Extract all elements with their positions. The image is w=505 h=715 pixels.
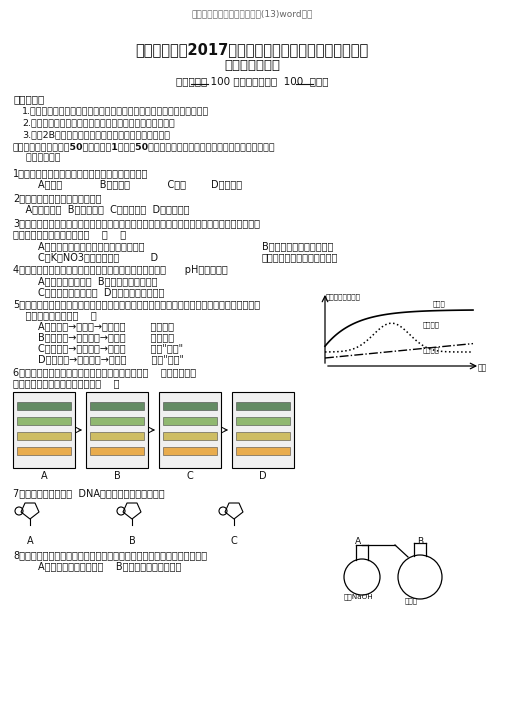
Text: C．细胞膜→高尔基体→内质网        产生"小泡": C．细胞膜→高尔基体→内质网 产生"小泡" <box>13 343 183 353</box>
Bar <box>163 432 217 440</box>
Bar <box>90 417 144 425</box>
Bar <box>163 402 217 410</box>
Text: C．自变量和没关变量  D．自变量和比较变量: C．自变量和没关变量 D．自变量和比较变量 <box>13 287 164 297</box>
Text: ．水分和溶质自由地进入细胞: ．水分和溶质自由地进入细胞 <box>262 252 338 262</box>
Text: C: C <box>187 471 193 481</box>
Bar <box>13 392 75 468</box>
Bar <box>86 392 148 468</box>
Text: A．第一阶段和第二阶段    B．第二阶段和第三阶段: A．第一阶段和第二阶段 B．第二阶段和第三阶段 <box>13 561 181 571</box>
Text: 3．将洋葱表皮放入必定浓度的硝酸钾溶液中，其细胞便发生质壁分别，不久这些细胞又逐渐发: 3．将洋葱表皮放入必定浓度的硝酸钾溶液中，其细胞便发生质壁分别，不久这些细胞又逐… <box>13 218 260 228</box>
Text: B: B <box>129 536 135 546</box>
Text: 生质壁分别复原，其原由是：    （    ）: 生质壁分别复原，其原由是： （ ） <box>13 229 126 239</box>
Text: 高尔基体: 高尔基体 <box>423 346 440 352</box>
Text: 题理科（生物）: 题理科（生物） <box>224 59 280 72</box>
Text: 1．、以下生物中，不按照孟德尔遗传定律的是（）: 1．、以下生物中，不按照孟德尔遗传定律的是（） <box>13 168 148 178</box>
Text: A．质壁分别后的细胞只同意水分子进入: A．质壁分别后的细胞只同意水分子进入 <box>13 241 144 251</box>
Text: 3.请用2B铅笔将选择题正确选项涂到专用的答题卡上。: 3.请用2B铅笔将选择题正确选项涂到专用的答题卡上。 <box>22 130 170 139</box>
Bar <box>17 402 71 410</box>
Text: 1.考生应把学校、考场、考号、姓名写在密封线之内，密封线之外无效。: 1.考生应把学校、考场、考号、姓名写在密封线之内，密封线之外无效。 <box>22 106 209 115</box>
Bar <box>159 392 221 468</box>
Text: 2.请用钢笔、中型笔或圆珠笔把答案写在答题卡的横线上。: 2.请用钢笔、中型笔或圆珠笔把答案写在答题卡的横线上。 <box>22 118 175 127</box>
Bar <box>17 417 71 425</box>
Bar <box>90 447 144 455</box>
Bar <box>90 402 144 410</box>
Text: 7．以下四种核苷酸在  DNA分子中均有存在的是（）: 7．以下四种核苷酸在 DNA分子中均有存在的是（） <box>13 488 165 498</box>
Text: A．玉米            B．念珠藻            C．人        D．百灵鸟: A．玉米 B．念珠藻 C．人 D．百灵鸟 <box>13 179 242 189</box>
Text: C．K和NO3离子进入液泡          D: C．K和NO3离子进入液泡 D <box>13 252 158 262</box>
Text: 细胞膜: 细胞膜 <box>433 300 446 307</box>
Text: A．三个肽键  B．三个肽链  C．三个氨基  D．以上都错: A．三个肽键 B．三个肽链 C．三个氨基 D．以上都错 <box>13 204 189 214</box>
Text: 一、选择题（本大题共50小题，每题1分，共50分，在每题给出的四个选项中，只有一个选项切合: 一、选择题（本大题共50小题，每题1分，共50分，在每题给出的四个选项中，只有一… <box>13 142 276 151</box>
Text: A．细胞膜→内质网→高尔基体        直接接触: A．细胞膜→内质网→高尔基体 直接接触 <box>13 321 174 331</box>
Bar <box>236 417 290 425</box>
Text: 宁夏育才中学2017学年第一学期高二年级期末考试一试: 宁夏育才中学2017学年第一学期高二年级期末考试一试 <box>135 42 369 57</box>
Text: B: B <box>417 537 423 546</box>
Bar <box>17 447 71 455</box>
Text: 5．右图是表示抗体形成过程中相应细胞生物膜面积随时间变化状况，图中所示三种膜转变次序: 5．右图是表示抗体形成过程中相应细胞生物膜面积随时间变化状况，图中所示三种膜转变… <box>13 299 260 309</box>
Text: 答题说明：: 答题说明： <box>13 94 44 104</box>
Text: 足量NaOH: 足量NaOH <box>344 593 374 600</box>
Bar <box>90 432 144 440</box>
Text: A: A <box>27 536 33 546</box>
Text: 高二生物上学期期末考试试题(13)word版本: 高二生物上学期期末考试试题(13)word版本 <box>191 9 313 18</box>
Text: B: B <box>114 471 120 481</box>
Bar <box>163 447 217 455</box>
Text: 题目要求。）: 题目要求。） <box>13 153 61 162</box>
Text: D: D <box>259 471 267 481</box>
Text: 及转移方式按次是（    ）: 及转移方式按次是（ ） <box>13 310 97 320</box>
Bar <box>236 402 290 410</box>
Text: 时间: 时间 <box>478 363 487 372</box>
Bar <box>232 392 294 468</box>
Text: 的色素名称或颜色正确的选项是（    ）: 的色素名称或颜色正确的选项是（ ） <box>13 378 120 388</box>
Text: A: A <box>355 537 361 546</box>
Bar <box>163 417 217 425</box>
Text: B．细胞液的溶质量出细胞: B．细胞液的溶质量出细胞 <box>262 241 333 251</box>
Text: 石灰水: 石灰水 <box>405 597 418 603</box>
Text: 8．在有氧呼吸过程中，水分子参加应此的过程和生成水分子的过程分别在: 8．在有氧呼吸过程中，水分子参加应此的过程和生成水分子的过程分别在 <box>13 550 207 560</box>
Text: 高尔基体: 高尔基体 <box>423 321 440 327</box>
Text: A: A <box>41 471 47 481</box>
Text: 膜面积（相对值）: 膜面积（相对值） <box>326 293 361 300</box>
Text: 4．在研究不一样的温度对酶活性的影响的实验中，温度和      pH值分别属于: 4．在研究不一样的温度对酶活性的影响的实验中，温度和 pH值分别属于 <box>13 265 228 275</box>
Text: B．细胞膜→高尔基体→内质网        直接接触: B．细胞膜→高尔基体→内质网 直接接触 <box>13 332 174 342</box>
Text: C: C <box>231 536 237 546</box>
Text: 2．一个三肽化合物中，含有（）: 2．一个三肽化合物中，含有（） <box>13 193 102 203</box>
Bar <box>17 432 71 440</box>
Bar <box>236 432 290 440</box>
Text: 6．以下图为某同学对植物叶绿体中色素分别的结果    ，此中所标志: 6．以下图为某同学对植物叶绿体中色素分别的结果 ，此中所标志 <box>13 367 196 377</box>
Bar <box>236 447 290 455</box>
Text: （试卷满分 100 分，考试时间为  100  分钟）: （试卷满分 100 分，考试时间为 100 分钟） <box>176 76 328 86</box>
Text: D．内质网→高尔基体→细胞膜        产生"小泡": D．内质网→高尔基体→细胞膜 产生"小泡" <box>13 354 184 364</box>
Text: A．自变量和因变量  B．因变量和没关变量: A．自变量和因变量 B．因变量和没关变量 <box>13 276 158 286</box>
